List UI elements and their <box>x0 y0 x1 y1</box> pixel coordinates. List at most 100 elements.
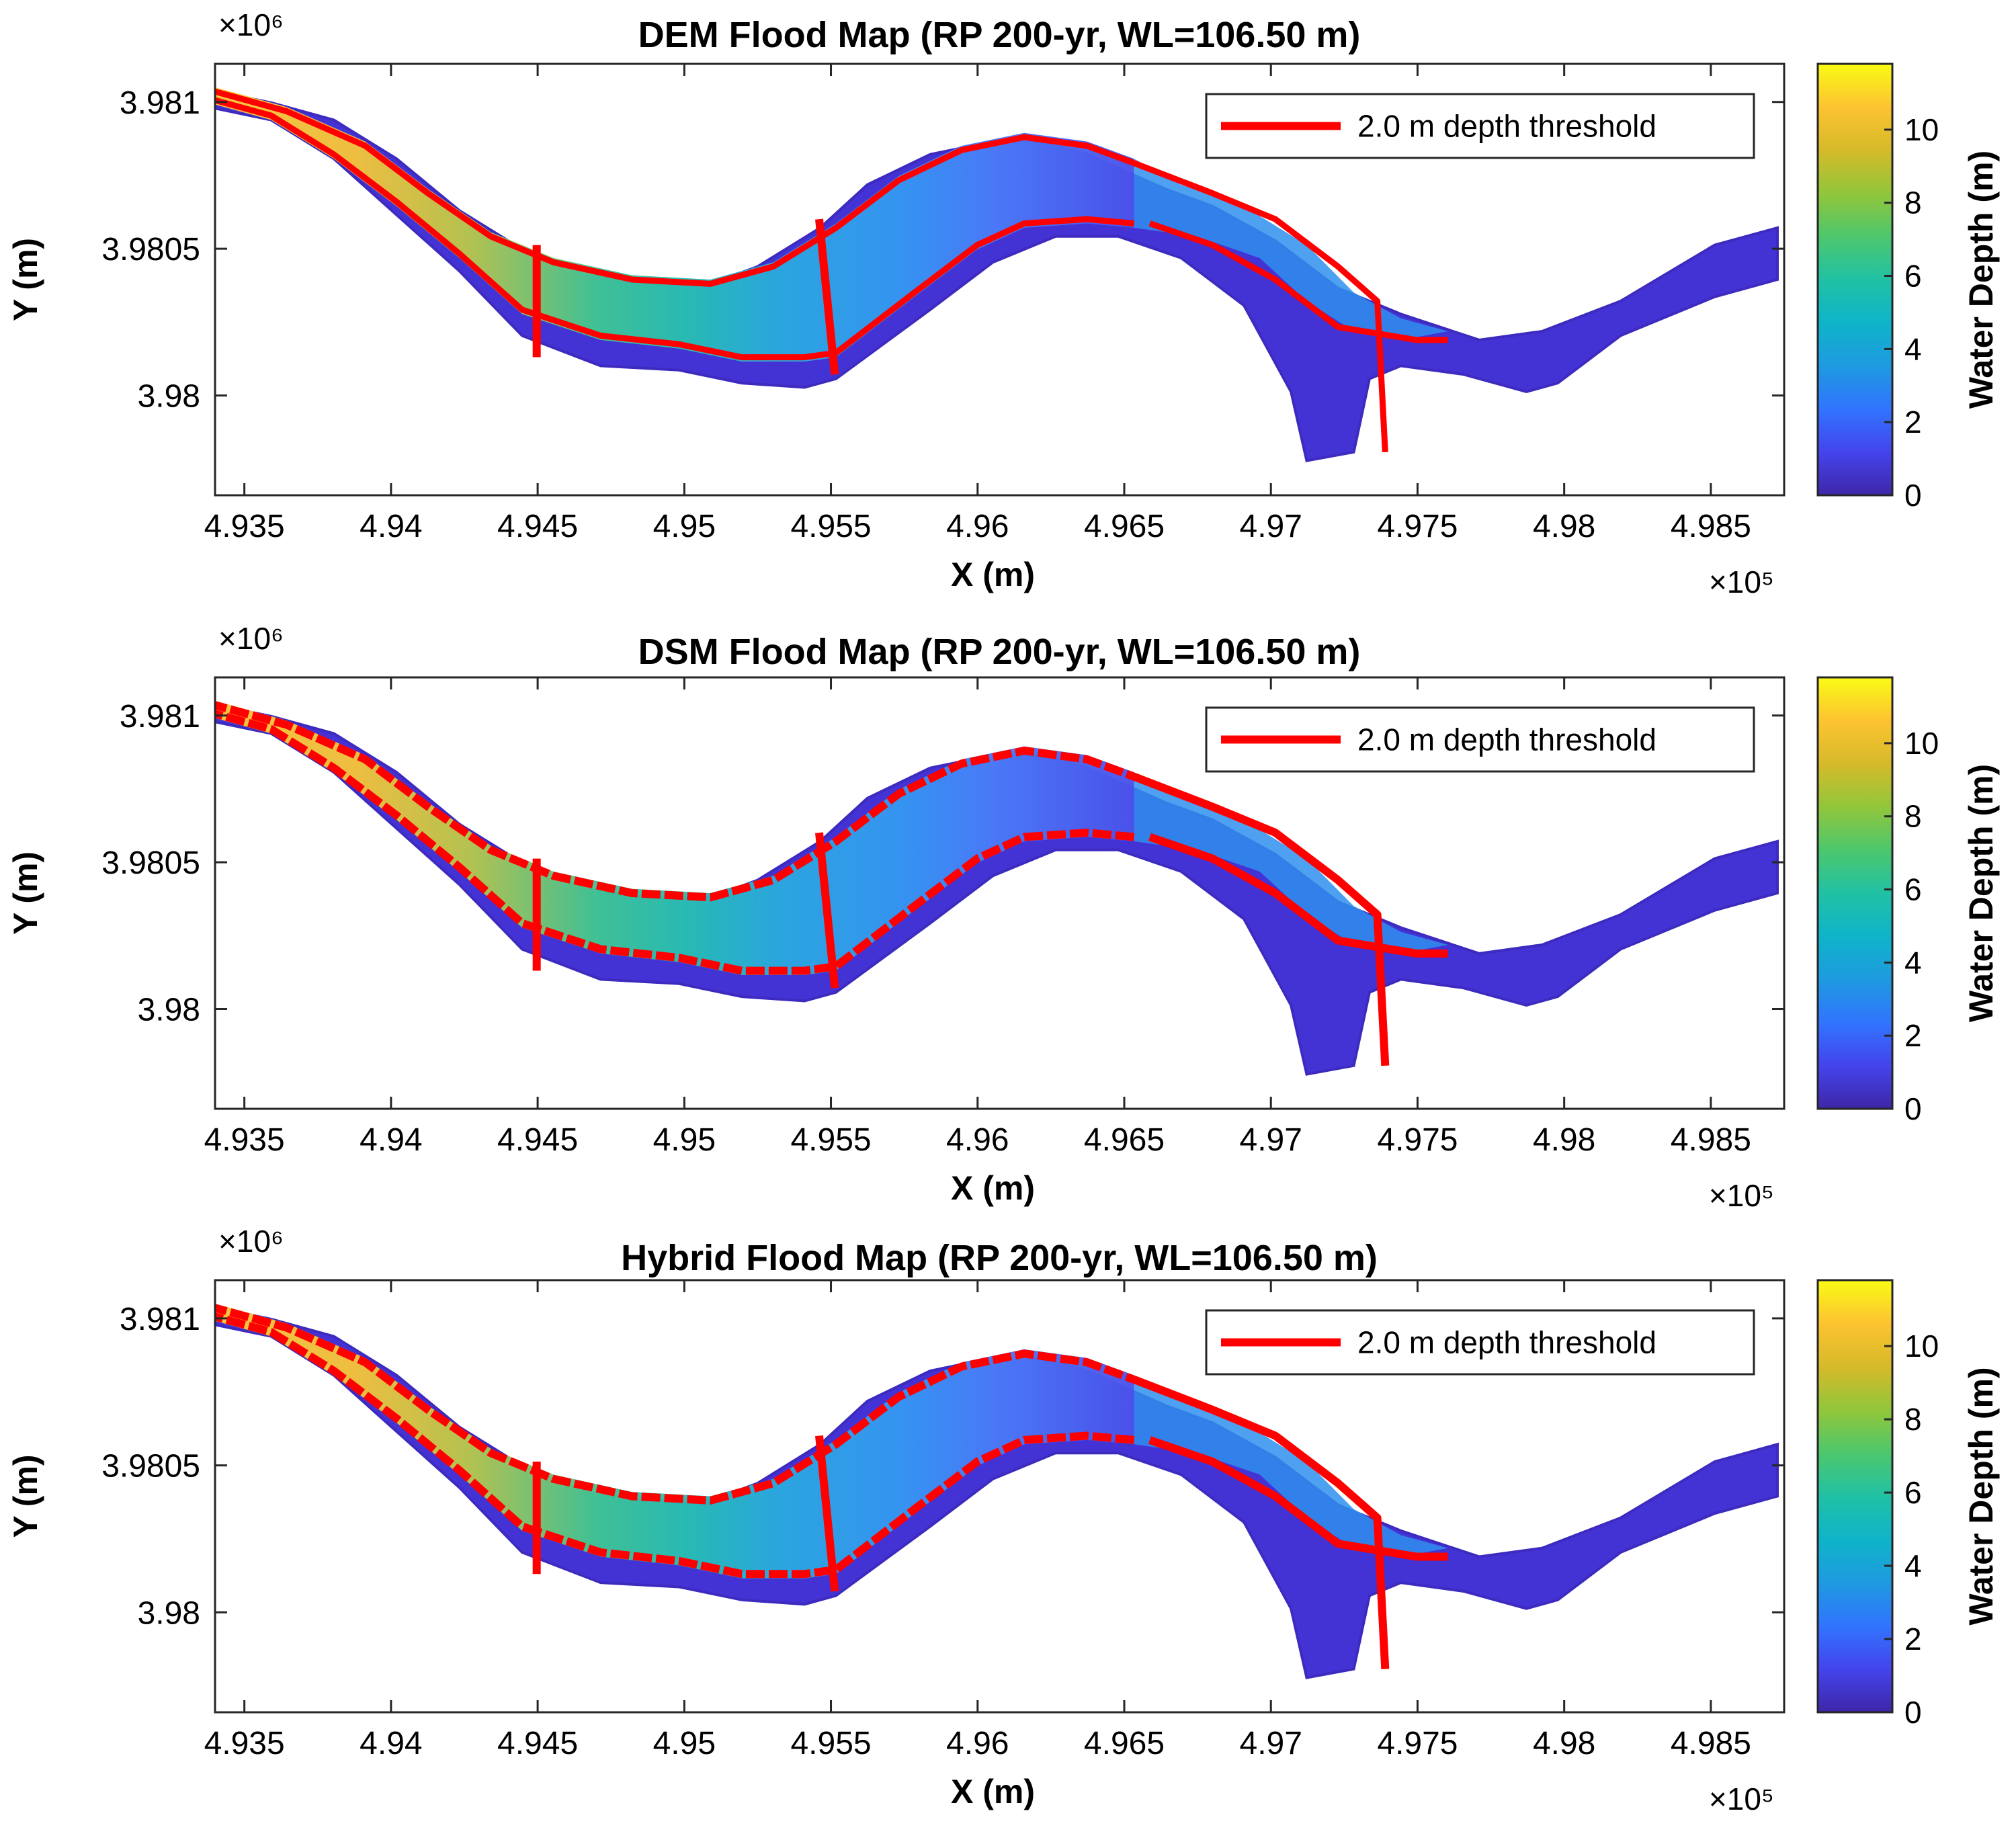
legend: 2.0 m depth threshold <box>1205 93 1755 159</box>
y-tick-label: 3.9805 <box>101 232 200 267</box>
colorbar-label: Water Depth (m) <box>1962 764 2000 1022</box>
colorbar-tick-label: 10 <box>1904 112 1939 147</box>
shallow-flood-extent <box>215 89 1779 462</box>
legend: 2.0 m depth threshold <box>1205 1309 1755 1376</box>
legend-label: 2.0 m depth threshold <box>1357 1325 1656 1360</box>
x-tick-label: 4.935 <box>204 1122 285 1158</box>
x-tick-label: 4.975 <box>1377 1122 1458 1158</box>
threshold-contour-branch-a <box>1132 160 1388 453</box>
colorbar-gradient <box>1816 62 1894 497</box>
x-tick-label: 4.985 <box>1671 509 1751 544</box>
y-axis-label: Y (m) <box>7 1454 44 1538</box>
y-tick-label: 3.98 <box>138 379 200 415</box>
y-tick-label: 3.9805 <box>101 845 200 881</box>
colorbar-tick-label: 8 <box>1904 799 1922 834</box>
colorbar-tick-label: 4 <box>1904 1548 1922 1583</box>
x-tick-label: 4.955 <box>790 1122 871 1158</box>
y-exponent: ×10⁶ <box>218 7 284 42</box>
y-exponent: ×10⁶ <box>218 621 284 656</box>
weir-line-2 <box>815 832 839 989</box>
axes-frame <box>214 676 1786 1110</box>
colorbar-tick-label: 4 <box>1904 945 1922 980</box>
colorbar-tick-label: 8 <box>1904 185 1922 220</box>
legend-label: 2.0 m depth threshold <box>1357 109 1656 144</box>
x-tick-label: 4.96 <box>946 1122 1009 1158</box>
flood-map-layer <box>215 1303 1779 1679</box>
colorbar-tick-label: 6 <box>1904 872 1922 907</box>
x-tick-label: 4.97 <box>1240 1122 1302 1158</box>
colorbar: 0 2 4 6 8 10 Water Depth (m) <box>1816 676 2000 1126</box>
y-tick-label: 3.981 <box>120 699 200 735</box>
flood-map-layer <box>215 700 1779 1076</box>
colorbar-gradient <box>1816 1279 1894 1714</box>
legend-label: 2.0 m depth threshold <box>1357 722 1656 757</box>
y-axis-label: Y (m) <box>7 851 44 935</box>
y-tick-label: 3.981 <box>120 1302 200 1337</box>
colorbar-tick-label: 2 <box>1904 1622 1922 1656</box>
y-tick-label: 3.981 <box>120 85 200 121</box>
panel-1-title: DEM Flood Map (RP 200-yr, WL=106.50 m) <box>638 15 1361 55</box>
colorbar-tick-label: 0 <box>1904 478 1922 513</box>
threshold-contour-branch-b <box>1148 1436 1448 1561</box>
x-tick-label: 4.98 <box>1533 1122 1595 1158</box>
panel-2-title: DSM Flood Map (RP 200-yr, WL=106.50 m) <box>638 632 1361 672</box>
y-tick-label: 3.9805 <box>101 1449 200 1484</box>
threshold-contour-branch-b <box>1148 220 1448 343</box>
x-tick-label: 4.94 <box>360 1726 422 1761</box>
x-tick-label: 4.945 <box>497 509 578 544</box>
x-axis-label: X (m) <box>951 1773 1035 1810</box>
x-tick-label: 4.955 <box>790 1726 871 1761</box>
weir-line-2 <box>815 218 839 375</box>
colorbar-tick-label: 8 <box>1904 1402 1922 1437</box>
colorbar: 0 2 4 6 8 10 Water Depth (m) <box>1816 1279 2000 1730</box>
panel-1: 4.935 4.94 4.945 4.95 4.955 4.96 4.965 4.97 4.97… <box>7 7 2000 599</box>
threshold-contour-branch-a <box>1132 773 1390 1066</box>
colorbar-tick-label: 2 <box>1904 405 1922 439</box>
colorbar: 0 2 4 6 8 10 Water Depth (m) <box>1816 62 2000 513</box>
x-tick-label: 4.955 <box>790 509 871 544</box>
deep-channel <box>215 87 1134 362</box>
colorbar-tick-label: 2 <box>1904 1018 1922 1053</box>
x-tick-label: 4.95 <box>653 1726 716 1761</box>
x-tick-label: 4.985 <box>1671 1726 1751 1761</box>
x-tick-label: 4.98 <box>1533 1726 1595 1761</box>
colorbar-tick-label: 6 <box>1904 1475 1922 1510</box>
x-tick-label: 4.975 <box>1377 509 1458 544</box>
mid-reach-band <box>1134 1375 1448 1557</box>
x-tick-label: 4.965 <box>1084 1122 1165 1158</box>
x-exponent: ×10⁵ <box>1709 1781 1774 1816</box>
x-tick-label: 4.94 <box>360 509 422 544</box>
y-tick-label: 3.98 <box>138 1595 200 1631</box>
x-tick-label: 4.94 <box>360 1122 422 1158</box>
mid-reach-band <box>1134 772 1448 954</box>
threshold-contour-branch-a <box>1132 1376 1390 1670</box>
x-tick-label: 4.98 <box>1533 509 1595 544</box>
threshold-contour-south <box>215 709 1135 975</box>
shallow-flood-extent <box>215 703 1779 1076</box>
legend: 2.0 m depth threshold <box>1205 706 1755 773</box>
flood-map-layer <box>215 87 1779 462</box>
panel-3-title: Hybrid Flood Map (RP 200-yr, WL=106.50 m… <box>621 1238 1378 1278</box>
y-tick-label: 3.98 <box>138 993 200 1028</box>
colorbar-tick-label: 6 <box>1904 259 1922 294</box>
threshold-contour-branch-b <box>1148 833 1448 958</box>
mid-reach-band <box>1134 159 1448 340</box>
threshold-contour-north <box>215 88 1136 287</box>
colorbar-gradient <box>1816 676 1894 1110</box>
panel-2: 4.935 4.94 4.945 4.95 4.955 4.96 4.965 4.97 4.97… <box>7 621 2000 1213</box>
deep-channel <box>215 1303 1134 1579</box>
colorbar-tick-label: 10 <box>1904 726 1939 761</box>
y-axis-label: Y (m) <box>7 238 44 321</box>
colorbar-tick-label: 10 <box>1904 1329 1939 1363</box>
y-exponent: ×10⁶ <box>218 1224 284 1259</box>
x-tick-label: 4.965 <box>1084 509 1165 544</box>
x-axis-label: X (m) <box>951 1169 1035 1207</box>
x-tick-label: 4.975 <box>1377 1726 1458 1761</box>
x-tick-label: 4.985 <box>1671 1122 1751 1158</box>
threshold-contour-north <box>215 1304 1136 1505</box>
threshold-contour-south <box>215 1312 1135 1579</box>
x-tick-label: 4.95 <box>653 1122 716 1158</box>
colorbar-tick-label: 0 <box>1904 1695 1922 1730</box>
x-tick-label: 4.97 <box>1240 1726 1302 1761</box>
